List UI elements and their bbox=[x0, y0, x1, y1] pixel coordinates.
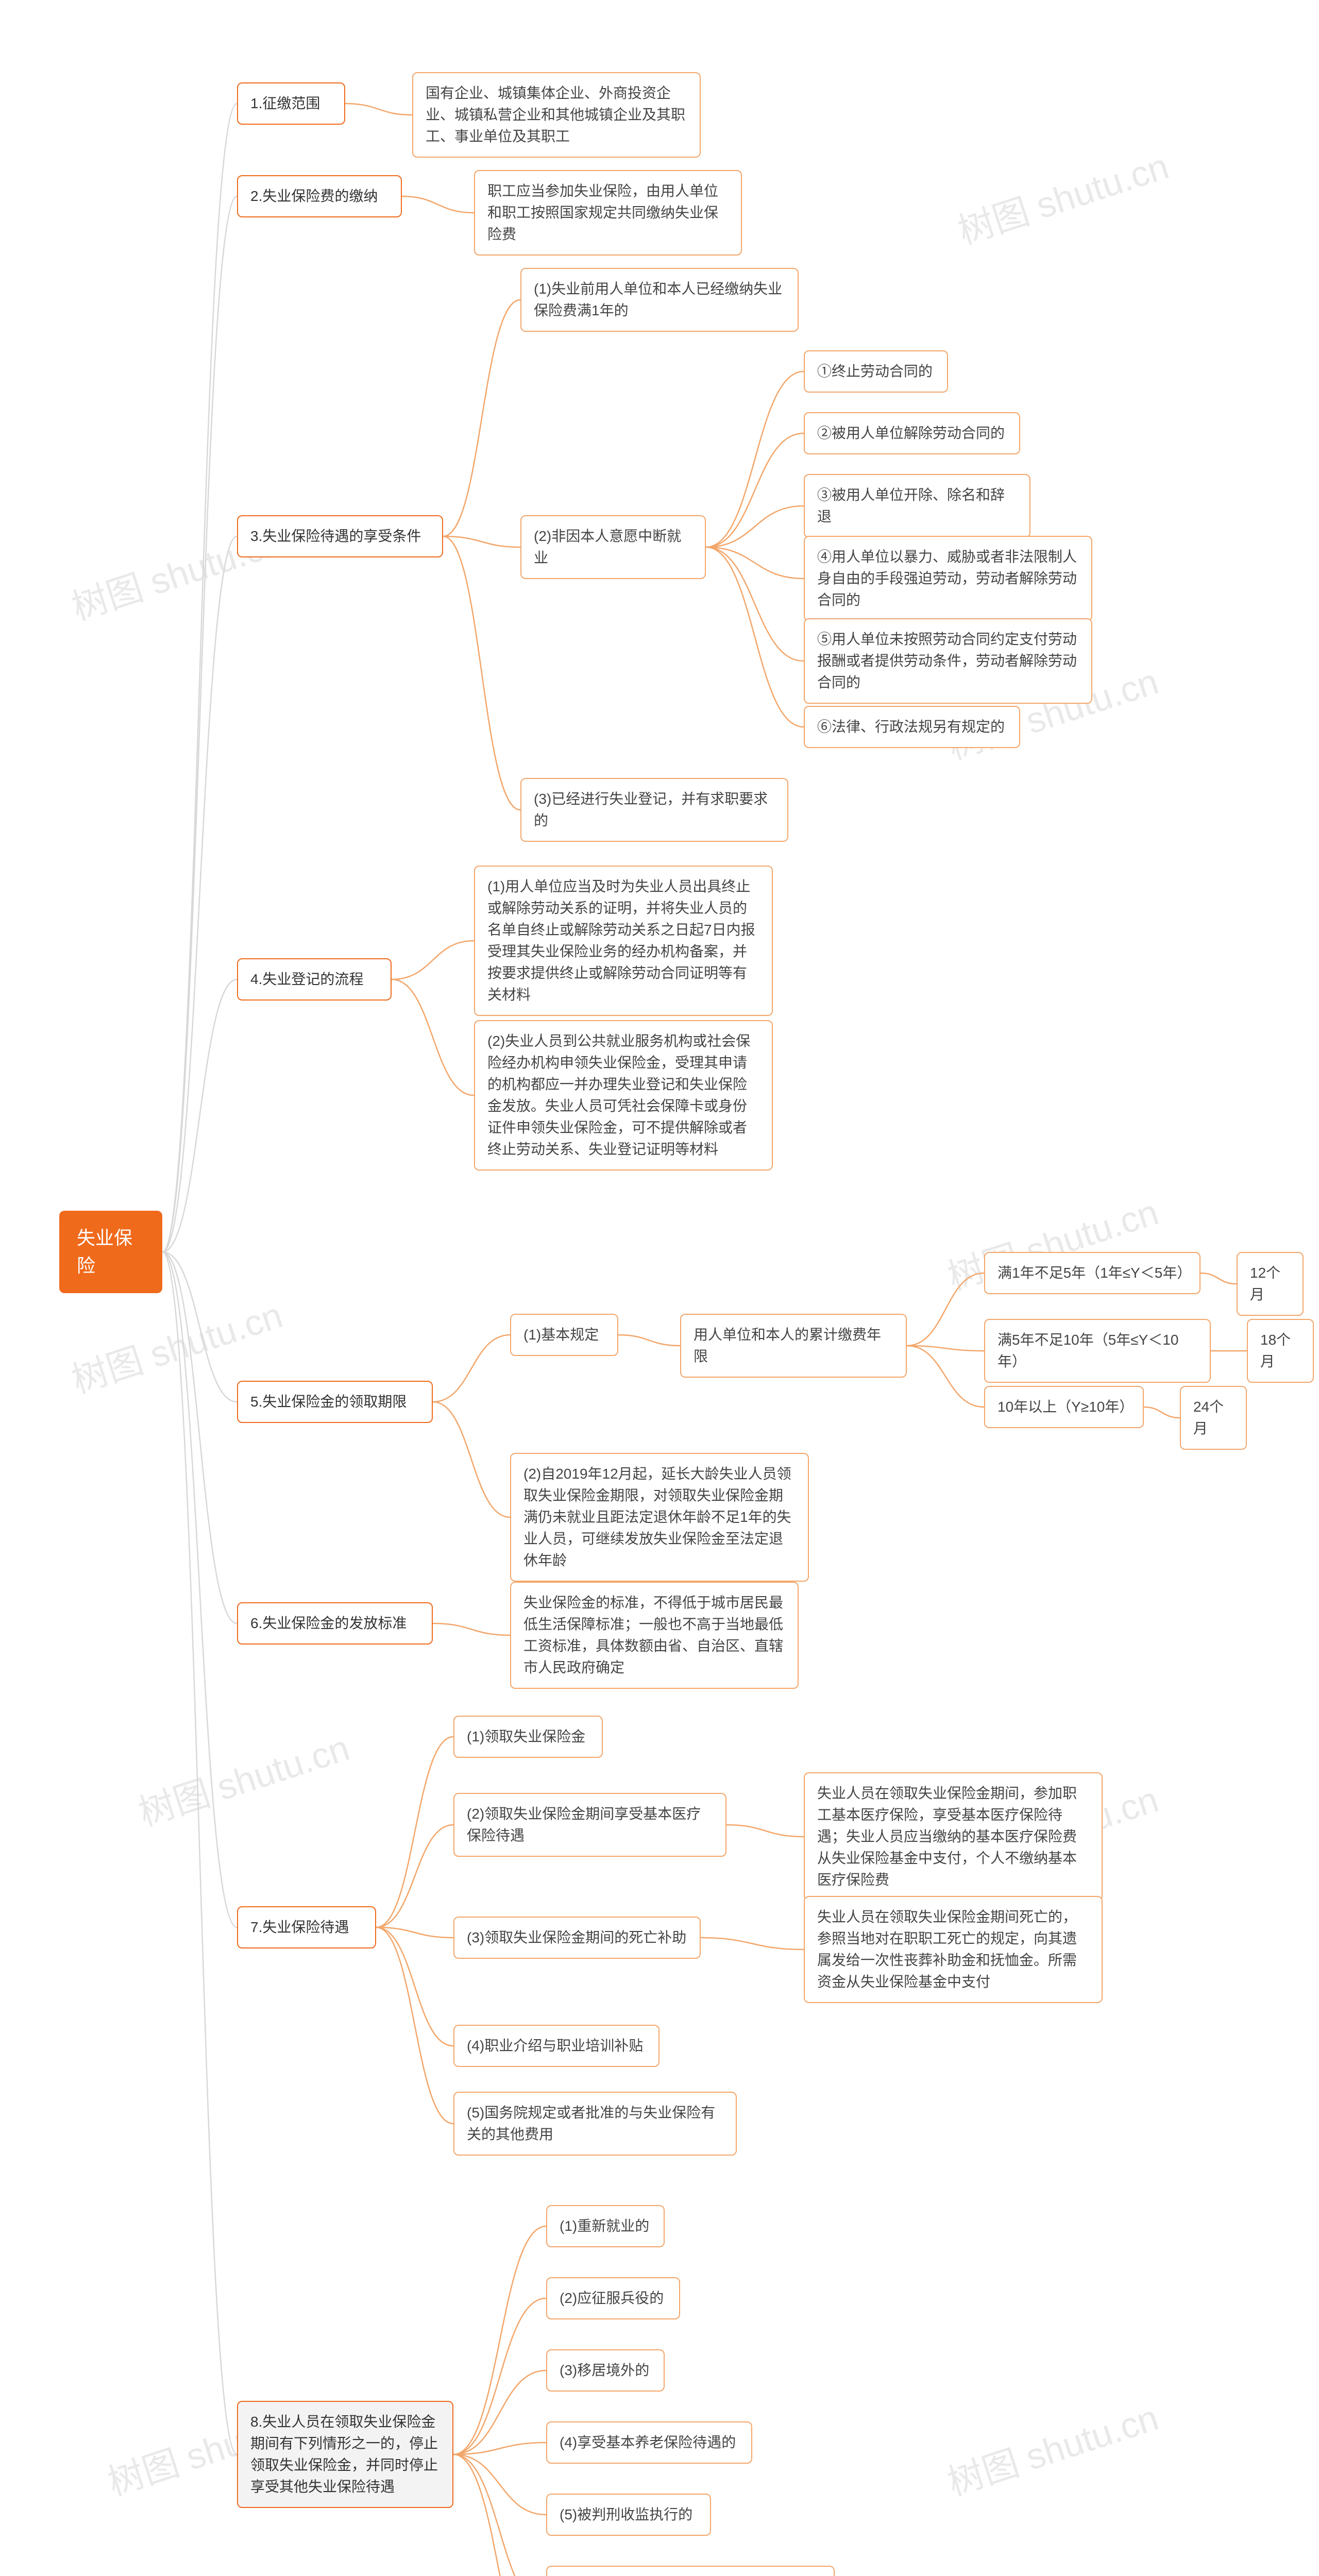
connector bbox=[376, 1927, 453, 2046]
connector bbox=[162, 1252, 237, 1927]
connector bbox=[345, 104, 412, 115]
connector bbox=[433, 1402, 510, 1517]
connector bbox=[443, 536, 520, 547]
connector bbox=[706, 506, 804, 547]
mindmap-node[interactable]: ④用人单位以暴力、威胁或者非法限制人身自由的手段强迫劳动，劳动者解除劳动合同的 bbox=[804, 536, 1092, 621]
mindmap-node[interactable]: 失业保险金的标准，不得低于城市居民最低生活保障标准；一般也不高于当地最低工资标准… bbox=[510, 1582, 799, 1689]
mindmap-node[interactable]: (5)国务院规定或者批准的与失业保险有关的其他费用 bbox=[453, 2092, 737, 2156]
connector bbox=[907, 1273, 984, 1346]
mindmap-node[interactable]: 失业人员在领取失业保险金期间死亡的，参照当地对在职职工死亡的规定，向其遗属发给一… bbox=[804, 1896, 1103, 2003]
mindmap-canvas: 树图 shutu.cn树图 shutu.cn树图 shutu.cn树图 shut… bbox=[0, 0, 1319, 2576]
mindmap-node[interactable]: 10年以上（Y≥10年） bbox=[984, 1386, 1144, 1428]
mindmap-node[interactable]: 满1年不足5年（1年≤Y＜5年） bbox=[984, 1252, 1200, 1294]
connector bbox=[376, 1737, 453, 1927]
mindmap-node[interactable]: (2)失业人员到公共就业服务机构或社会保险经办机构申领失业保险金，受理其申请的机… bbox=[474, 1020, 773, 1171]
mindmap-node[interactable]: 满5年不足10年（5年≤Y＜10年） bbox=[984, 1319, 1211, 1383]
mindmap-node[interactable]: (2)非因本人意愿中断就业 bbox=[520, 515, 706, 579]
mindmap-node[interactable]: (6)无正当理由，拒不接受当地人民政府指定部门或者机构介绍的适当工作或者提供的培… bbox=[546, 2566, 835, 2576]
connector bbox=[907, 1346, 984, 1351]
mindmap-node[interactable]: 6.失业保险金的发放标准 bbox=[237, 1602, 433, 1645]
mindmap-node[interactable]: (1)领取失业保险金 bbox=[453, 1716, 603, 1758]
connector bbox=[453, 2370, 546, 2454]
mindmap-node[interactable]: (1)用人单位应当及时为失业人员出具终止或解除劳动关系的证明，并将失业人员的名单… bbox=[474, 866, 773, 1016]
mindmap-node[interactable]: (2)应征服兵役的 bbox=[546, 2277, 680, 2319]
mindmap-node[interactable]: 失业保险 bbox=[59, 1211, 162, 1293]
mindmap-node[interactable]: ③被用人单位开除、除名和辞退 bbox=[804, 474, 1030, 538]
connector bbox=[453, 2226, 546, 2454]
mindmap-node[interactable]: (1)失业前用人单位和本人已经缴纳失业保险费满1年的 bbox=[520, 268, 799, 332]
mindmap-node[interactable]: ⑥法律、行政法规另有规定的 bbox=[804, 706, 1020, 748]
mindmap-node[interactable]: 24个月 bbox=[1180, 1386, 1247, 1450]
connector bbox=[162, 1252, 237, 1623]
connector bbox=[701, 1938, 804, 1950]
watermark: 树图 shutu.cn bbox=[940, 2389, 1164, 2506]
connector bbox=[376, 1927, 453, 1938]
connector bbox=[376, 1927, 453, 2124]
connector bbox=[443, 300, 520, 536]
connector bbox=[726, 1825, 804, 1837]
connector bbox=[443, 536, 520, 810]
mindmap-node[interactable]: 2.失业保险费的缴纳 bbox=[237, 175, 402, 217]
mindmap-node[interactable]: (5)被判刑收监执行的 bbox=[546, 2494, 711, 2536]
connector bbox=[907, 1346, 984, 1407]
connector bbox=[392, 941, 474, 979]
watermark: 树图 shutu.cn bbox=[951, 138, 1175, 255]
mindmap-node[interactable]: (3)领取失业保险金期间的死亡补助 bbox=[453, 1917, 701, 1959]
mindmap-node[interactable]: ⑤用人单位未按照劳动合同约定支付劳动报酬或者提供劳动条件，劳动者解除劳动合同的 bbox=[804, 618, 1092, 704]
mindmap-node[interactable]: (3)已经进行失业登记，并有求职要求的 bbox=[520, 778, 788, 842]
mindmap-node[interactable]: 用人单位和本人的累计缴费年限 bbox=[680, 1314, 907, 1378]
connector bbox=[392, 979, 474, 1095]
mindmap-node[interactable]: 7.失业保险待遇 bbox=[237, 1906, 376, 1948]
mindmap-node[interactable]: (2)自2019年12月起，延长大龄失业人员领取失业保险金期限，对领取失业保险金… bbox=[510, 1453, 809, 1582]
mindmap-node[interactable]: (3)移居境外的 bbox=[546, 2349, 665, 2392]
watermark: 树图 shutu.cn bbox=[131, 1719, 356, 1836]
connector bbox=[1144, 1407, 1180, 1418]
mindmap-node[interactable]: 失业人员在领取失业保险金期间，参加职工基本医疗保险，享受基本医疗保险待遇；失业人… bbox=[804, 1772, 1103, 1901]
connector bbox=[706, 547, 804, 727]
connector bbox=[706, 371, 804, 547]
mindmap-node[interactable]: (4)享受基本养老保险待遇的 bbox=[546, 2421, 752, 2464]
connector bbox=[706, 547, 804, 661]
mindmap-node[interactable]: 5.失业保险金的领取期限 bbox=[237, 1381, 433, 1423]
mindmap-node[interactable]: 职工应当参加失业保险，由用人单位和职工按照国家规定共同缴纳失业保险费 bbox=[474, 170, 742, 256]
mindmap-node[interactable]: 12个月 bbox=[1237, 1252, 1304, 1316]
connector bbox=[162, 536, 237, 1252]
connector bbox=[706, 433, 804, 547]
mindmap-node[interactable]: ①终止劳动合同的 bbox=[804, 350, 948, 393]
mindmap-node[interactable]: 国有企业、城镇集体企业、外商投资企业、城镇私营企业和其他城镇企业及其职工、事业单… bbox=[412, 72, 701, 158]
connector bbox=[433, 1623, 510, 1635]
connector bbox=[162, 104, 237, 1252]
connector bbox=[618, 1335, 680, 1346]
connector bbox=[162, 196, 237, 1252]
mindmap-node[interactable]: 1.征缴范围 bbox=[237, 82, 345, 125]
connector bbox=[376, 1825, 453, 1927]
connector bbox=[706, 547, 804, 579]
mindmap-node[interactable]: (1)基本规定 bbox=[510, 1314, 618, 1356]
connector bbox=[433, 1335, 510, 1402]
connector bbox=[162, 1252, 237, 1402]
connector bbox=[1200, 1273, 1237, 1284]
connector bbox=[453, 2443, 546, 2454]
mindmap-node[interactable]: 8.失业人员在领取失业保险金期间有下列情形之一的，停止领取失业保险金，并同时停止… bbox=[237, 2401, 453, 2508]
mindmap-node[interactable]: (2)领取失业保险金期间享受基本医疗保险待遇 bbox=[453, 1793, 726, 1857]
connector bbox=[453, 2298, 546, 2454]
mindmap-node[interactable]: ②被用人单位解除劳动合同的 bbox=[804, 412, 1020, 454]
connector bbox=[402, 196, 474, 213]
mindmap-node[interactable]: 3.失业保险待遇的享受条件 bbox=[237, 515, 443, 557]
connector bbox=[453, 2454, 546, 2576]
mindmap-node[interactable]: 18个月 bbox=[1247, 1319, 1314, 1383]
connector bbox=[453, 2454, 546, 2515]
connector bbox=[162, 979, 237, 1252]
mindmap-node[interactable]: 4.失业登记的流程 bbox=[237, 958, 392, 1001]
mindmap-node[interactable]: (1)重新就业的 bbox=[546, 2205, 665, 2247]
connector bbox=[162, 1252, 237, 2454]
mindmap-node[interactable]: (4)职业介绍与职业培训补贴 bbox=[453, 2025, 660, 2067]
connector bbox=[453, 2454, 546, 2576]
